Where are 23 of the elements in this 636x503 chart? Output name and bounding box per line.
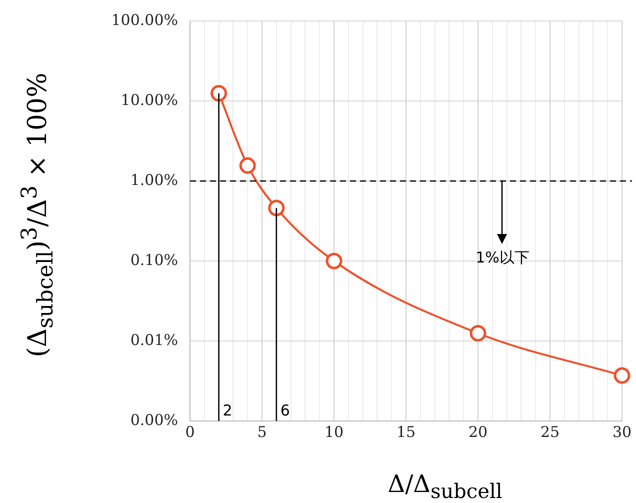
y-tick-label: 1.00% bbox=[130, 170, 178, 189]
x-tick-label: 5 bbox=[257, 422, 267, 441]
ref-line-label: 6 bbox=[280, 401, 290, 420]
x-tick-label: 10 bbox=[324, 422, 344, 441]
y-tick-label: 0.10% bbox=[130, 250, 178, 269]
point bbox=[326, 252, 342, 270]
x-tick-label: 0 bbox=[185, 422, 195, 441]
point bbox=[614, 367, 630, 384]
x-tick-label: 30 bbox=[612, 422, 632, 441]
x-axis-title: Δ/Δ$_{subcell}$ bbox=[388, 470, 502, 503]
point bbox=[239, 157, 256, 174]
point bbox=[210, 84, 228, 102]
annotation: 1%以下 bbox=[476, 248, 530, 268]
point bbox=[470, 324, 486, 342]
y-tick-label: 0.01% bbox=[130, 330, 178, 349]
y-tick-label: 10.00% bbox=[120, 90, 178, 109]
y-tick-label: 100.00% bbox=[111, 10, 178, 29]
x-tick-label: 15 bbox=[396, 422, 416, 441]
point bbox=[268, 200, 285, 216]
y-tick-label: 0.00% bbox=[130, 410, 178, 429]
x-tick-label: 20 bbox=[468, 422, 488, 441]
ref-line-label: 2 bbox=[222, 401, 232, 420]
x-tick-label: 25 bbox=[540, 422, 560, 441]
